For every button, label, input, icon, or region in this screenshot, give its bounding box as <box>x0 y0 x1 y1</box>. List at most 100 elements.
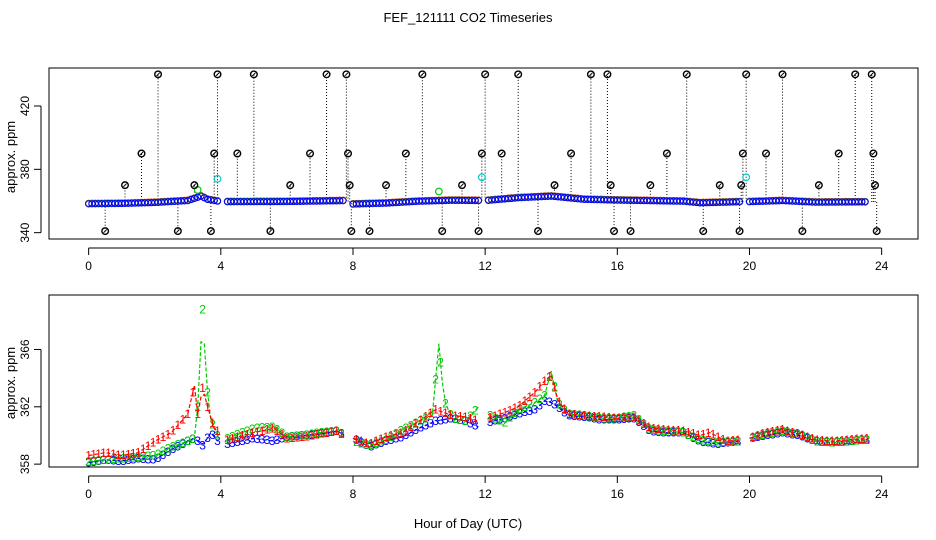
outlier-mark <box>156 72 160 77</box>
series-3-marker: 3 <box>284 430 291 444</box>
series-1-marker: 1 <box>858 432 865 446</box>
series-1-marker: 1 <box>725 434 732 448</box>
outlier-mark <box>701 229 706 234</box>
series-2-marker: 2 <box>338 427 345 441</box>
top-x-tick-label: 16 <box>611 259 625 273</box>
top-x-tick-label: 8 <box>350 259 357 273</box>
series-3-marker: 3 <box>398 430 405 444</box>
series-2-marker: 2 <box>150 449 157 463</box>
series-3-marker: 3 <box>209 428 216 442</box>
series-2-line <box>488 370 740 444</box>
outlier-point <box>120 181 129 190</box>
series-3-marker: 3 <box>635 415 642 429</box>
series-3-marker: 3 <box>784 426 791 440</box>
outlier-point <box>213 70 222 79</box>
series-1-marker: 1 <box>690 427 697 441</box>
series-2-line <box>227 426 344 439</box>
series-3-marker: 3 <box>799 430 806 444</box>
series-3-marker: 3 <box>165 445 172 459</box>
series-3-marker: 3 <box>492 413 499 427</box>
series-2-marker: 2 <box>403 421 410 435</box>
bottom-x-tick-label: 24 <box>875 487 889 501</box>
series-1-marker: 1 <box>447 408 454 422</box>
series-2-marker: 2 <box>452 412 459 426</box>
series-2-marker: 2 <box>645 421 652 435</box>
series-1-marker: 1 <box>150 435 157 449</box>
series-2-marker: 2 <box>720 435 727 449</box>
series-2-marker: 2 <box>551 380 558 394</box>
top-x-tick-label: 24 <box>875 259 889 273</box>
outlier-mark <box>739 183 744 188</box>
series-1-marker: 1 <box>700 428 707 442</box>
baseline-point-blue <box>858 198 866 206</box>
series-3-line <box>88 431 218 464</box>
series-1-marker: 1 <box>120 448 127 462</box>
series-3-marker: 3 <box>403 428 410 442</box>
outlier-mark <box>869 72 874 77</box>
series-1-line <box>227 427 344 441</box>
series-1-marker: 1 <box>274 424 281 438</box>
outlier-mark <box>536 229 540 234</box>
top-x-tick-label: 0 <box>85 259 92 273</box>
series-2-marker: 2 <box>735 434 742 448</box>
series-3-marker: 3 <box>789 427 796 441</box>
series-3-marker: 3 <box>140 452 147 466</box>
series-2-marker: 2 <box>814 434 821 448</box>
series-2-marker: 2 <box>388 430 395 444</box>
series-1-marker: 1 <box>586 409 593 423</box>
series-2-marker: 2 <box>725 435 732 449</box>
series-2-marker: 2 <box>700 433 707 447</box>
outlier-point <box>306 149 315 158</box>
series-1-marker: 1 <box>214 424 221 438</box>
series-1-marker: 1 <box>749 430 756 444</box>
series-2-marker: 2 <box>100 453 107 467</box>
outlier-mark <box>516 72 521 77</box>
series-1-marker: 1 <box>249 426 256 440</box>
series-1-marker: 1 <box>244 427 251 441</box>
bottom-x-tick-label: 16 <box>611 487 625 501</box>
series-2-marker: 2 <box>804 431 811 445</box>
outlier-point <box>778 70 787 79</box>
series-2-marker: 2 <box>779 424 786 438</box>
series-3-marker: 3 <box>735 434 742 448</box>
series-1-marker: 1 <box>809 432 816 446</box>
series-3-marker: 3 <box>105 453 112 467</box>
highlight-point <box>477 173 486 182</box>
series-1-marker: 1 <box>313 428 320 442</box>
series-1-marker: 1 <box>378 432 385 446</box>
series-2-marker: 2 <box>427 409 434 423</box>
series-1-marker: 1 <box>630 410 637 424</box>
outlier-mark <box>569 151 574 156</box>
series-3-marker: 3 <box>224 437 231 451</box>
series-2-marker: 2 <box>487 409 494 423</box>
series-1-marker: 1 <box>229 431 236 445</box>
series-3-marker: 3 <box>308 428 315 442</box>
series-1-marker: 1 <box>601 410 608 424</box>
outlier-point <box>458 181 467 190</box>
outlier-mark <box>384 183 388 188</box>
outlier-point <box>737 181 746 190</box>
series-3-marker: 3 <box>368 439 375 453</box>
outlier-mark <box>737 229 742 234</box>
outlier-point <box>481 70 490 79</box>
series-3-marker: 3 <box>254 432 261 446</box>
series-1-marker: 1 <box>507 403 514 417</box>
series-1-marker: 1 <box>606 411 613 425</box>
series-2-marker: 2 <box>695 432 702 446</box>
series-2-marker: 2 <box>244 424 251 438</box>
series-3-marker: 3 <box>601 413 608 427</box>
series-1-marker: 1 <box>175 418 182 432</box>
series-2-marker: 2 <box>170 439 177 453</box>
series-1-marker: 1 <box>155 432 162 446</box>
series-3-marker: 3 <box>541 394 548 408</box>
bottom-y-tick-label: 362 <box>18 396 32 416</box>
series-1-marker: 1 <box>125 447 132 461</box>
series-3-marker: 3 <box>710 436 717 450</box>
series-3-marker: 3 <box>650 424 657 438</box>
series-2-marker: 2 <box>839 435 846 449</box>
outlier-mark <box>347 183 352 188</box>
series-1-marker: 1 <box>115 448 122 462</box>
series-3-marker: 3 <box>645 423 652 437</box>
series-2-line <box>88 340 219 462</box>
series-1-marker: 1 <box>160 430 167 444</box>
